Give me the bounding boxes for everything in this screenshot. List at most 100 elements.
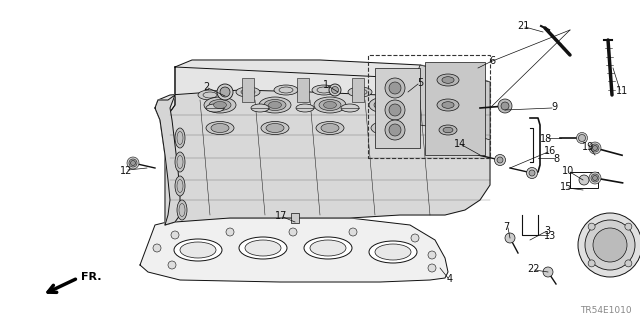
- Circle shape: [588, 260, 595, 267]
- Circle shape: [129, 159, 137, 167]
- Text: FR.: FR.: [81, 272, 102, 282]
- Circle shape: [168, 261, 176, 269]
- Circle shape: [389, 104, 401, 116]
- Circle shape: [289, 228, 297, 236]
- Circle shape: [593, 175, 598, 181]
- Ellipse shape: [180, 242, 216, 258]
- Ellipse shape: [261, 122, 289, 135]
- Bar: [242, 78, 254, 102]
- Bar: [291, 213, 299, 223]
- Text: 9: 9: [551, 102, 557, 112]
- Circle shape: [349, 228, 357, 236]
- Text: 6: 6: [489, 56, 495, 66]
- Ellipse shape: [251, 104, 269, 112]
- Bar: [352, 78, 364, 102]
- Bar: [368, 55, 490, 158]
- Circle shape: [585, 220, 635, 270]
- Ellipse shape: [375, 244, 411, 260]
- Ellipse shape: [378, 101, 392, 108]
- Text: 10: 10: [562, 166, 574, 176]
- Circle shape: [389, 82, 401, 94]
- Circle shape: [497, 157, 503, 163]
- Ellipse shape: [198, 90, 222, 100]
- Polygon shape: [375, 68, 420, 148]
- Ellipse shape: [174, 239, 222, 261]
- Circle shape: [578, 213, 640, 277]
- Circle shape: [543, 267, 553, 277]
- Ellipse shape: [296, 104, 314, 112]
- Ellipse shape: [316, 122, 344, 135]
- Ellipse shape: [177, 200, 187, 220]
- Circle shape: [588, 223, 595, 230]
- Circle shape: [589, 172, 601, 184]
- Ellipse shape: [264, 100, 286, 110]
- Ellipse shape: [314, 97, 346, 113]
- Ellipse shape: [443, 127, 453, 133]
- Circle shape: [529, 170, 535, 176]
- Polygon shape: [155, 60, 490, 120]
- Ellipse shape: [348, 87, 372, 97]
- Circle shape: [389, 124, 401, 136]
- Circle shape: [385, 100, 405, 120]
- Circle shape: [385, 120, 405, 140]
- Circle shape: [593, 228, 627, 262]
- Ellipse shape: [209, 100, 231, 110]
- Circle shape: [171, 231, 179, 239]
- Circle shape: [127, 157, 139, 169]
- Circle shape: [577, 132, 588, 144]
- Circle shape: [153, 244, 161, 252]
- Ellipse shape: [245, 240, 281, 256]
- Ellipse shape: [211, 123, 229, 132]
- Circle shape: [385, 78, 405, 98]
- Bar: [297, 78, 309, 102]
- Circle shape: [411, 234, 419, 242]
- Text: 12: 12: [120, 166, 132, 176]
- Text: TR54E1010: TR54E1010: [580, 306, 632, 315]
- Circle shape: [505, 233, 515, 243]
- Circle shape: [226, 228, 234, 236]
- Circle shape: [332, 86, 339, 93]
- Polygon shape: [425, 62, 485, 155]
- Ellipse shape: [371, 122, 399, 135]
- Ellipse shape: [236, 87, 260, 97]
- Ellipse shape: [369, 241, 417, 263]
- Circle shape: [591, 174, 599, 182]
- Ellipse shape: [175, 176, 185, 196]
- Text: 3: 3: [544, 226, 550, 236]
- Ellipse shape: [437, 99, 459, 111]
- Circle shape: [220, 87, 230, 97]
- Ellipse shape: [269, 101, 282, 108]
- Circle shape: [428, 264, 436, 272]
- Text: 4: 4: [447, 274, 453, 284]
- Text: 14: 14: [454, 139, 466, 149]
- Text: 5: 5: [417, 78, 423, 88]
- Circle shape: [501, 102, 509, 110]
- Circle shape: [217, 84, 233, 100]
- Ellipse shape: [206, 104, 224, 112]
- Text: 21: 21: [517, 21, 529, 31]
- Circle shape: [495, 154, 506, 166]
- Circle shape: [591, 144, 599, 152]
- Circle shape: [625, 223, 632, 230]
- Ellipse shape: [259, 97, 291, 113]
- Circle shape: [593, 145, 598, 151]
- Ellipse shape: [321, 123, 339, 132]
- Ellipse shape: [437, 74, 459, 86]
- Ellipse shape: [341, 104, 359, 112]
- Ellipse shape: [376, 123, 394, 132]
- Text: 11: 11: [616, 86, 628, 96]
- Ellipse shape: [304, 237, 352, 259]
- Ellipse shape: [310, 240, 346, 256]
- Ellipse shape: [323, 101, 337, 108]
- Ellipse shape: [175, 128, 185, 148]
- Polygon shape: [140, 218, 448, 282]
- Text: 19: 19: [582, 142, 594, 152]
- Text: 16: 16: [544, 146, 556, 156]
- Circle shape: [625, 260, 632, 267]
- Ellipse shape: [442, 77, 454, 83]
- Circle shape: [498, 99, 512, 113]
- Polygon shape: [415, 65, 490, 140]
- Text: 7: 7: [503, 222, 509, 232]
- Circle shape: [579, 175, 589, 185]
- Text: 1: 1: [323, 80, 329, 90]
